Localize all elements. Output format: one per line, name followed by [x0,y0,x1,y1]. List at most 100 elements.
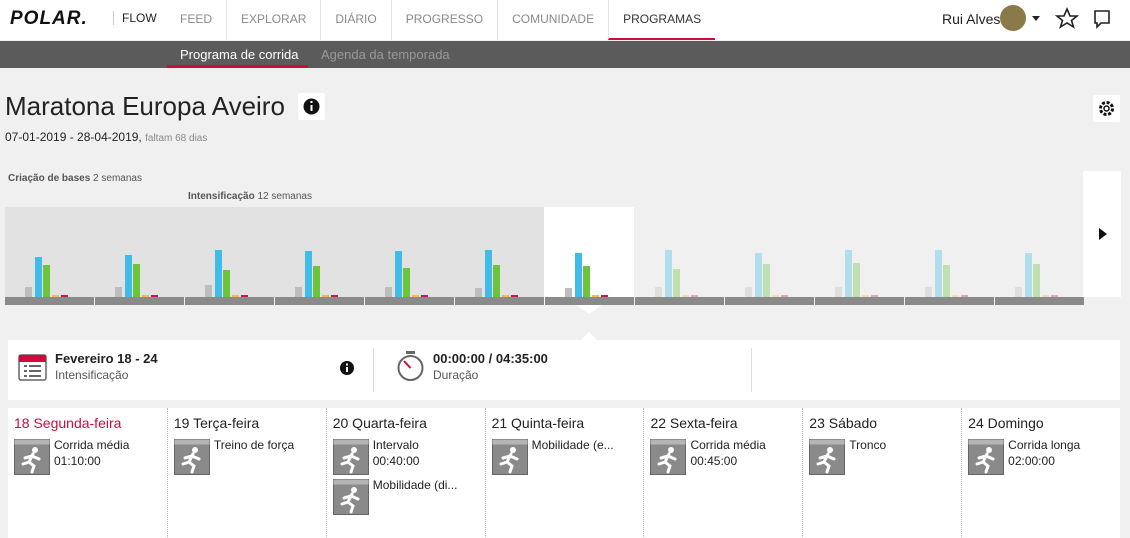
session[interactable]: Intervalo 00:40:00 [332,438,479,475]
bar [655,287,662,297]
stopwatch-icon [397,351,424,381]
figure-head [986,447,993,453]
subnav-item[interactable]: Agenda da temporada [321,47,450,62]
week-baseline [995,297,1084,305]
time-label: Duração [433,368,479,382]
session-text: Mobilidade (e... [532,437,614,475]
bar [745,287,752,297]
bar [575,253,582,297]
bar [781,295,788,297]
icon-top [968,439,1004,445]
week[interactable] [745,253,788,297]
calendar-icon [18,354,47,381]
session-name: Treino de força [213,438,295,452]
phase: Criação de bases 2 semanas [8,173,142,184]
figure [657,452,677,474]
star-icon[interactable] [1054,6,1080,29]
session[interactable]: Corrida média 00:45:00 [650,438,796,475]
session[interactable]: Corrida longa 02:00:00 [968,438,1114,475]
session-name: Intervalo [372,438,419,452]
week[interactable] [475,250,518,297]
gear-icon [1099,101,1114,116]
bar [665,250,672,297]
subnav-item[interactable]: Programa de corrida [180,47,299,62]
week-phase: Intensificação [55,368,129,382]
bar [961,295,968,297]
day: 20 Quarta-feira Intervalo 00:40:00 Mobilida… [325,408,485,538]
week[interactable] [205,250,248,297]
bar [925,287,932,297]
session-duration: 02:00:00 [1008,454,1055,468]
figure [340,492,360,514]
week[interactable] [295,251,338,297]
logo[interactable]: POLAR. [10,8,88,29]
week[interactable] [1015,253,1058,297]
day-label: 19 Terça-feira [173,415,260,431]
icon-top [650,439,686,445]
figure [975,452,995,474]
nav-item[interactable]: EXPLORAR [226,0,320,40]
bar [871,295,878,297]
bar [232,295,239,297]
session-icon [650,439,687,475]
week[interactable] [565,253,608,297]
caret[interactable] [1032,16,1040,21]
nav-item[interactable]: DIÁRIO [320,0,390,40]
bar [295,287,302,297]
user-name[interactable]: Rui Alves [942,11,1001,27]
week[interactable] [115,255,158,297]
session[interactable]: Treino de força [173,438,320,475]
figure-head [827,447,834,453]
week-baseline [185,297,274,305]
phase-duration: 12 semanas [257,191,312,202]
phase-duration: 2 semanas [93,173,142,184]
nav-item[interactable]: PROGRESSO [390,0,497,40]
week-baseline [635,297,724,305]
session-name: Corrida média [54,438,130,452]
nav-item[interactable]: COMUNIDADE [497,0,608,40]
day-label: 22 Sexta-feira [650,415,738,431]
bar [395,251,402,297]
week[interactable] [655,250,698,297]
session[interactable]: Corrida média 01:10:00 [14,437,161,475]
icon-top [14,439,50,445]
avatar[interactable] [1000,5,1026,31]
bar [412,295,419,297]
remaining: faltam 68 dias [145,133,208,144]
bar [592,295,599,297]
settings-button[interactable] [1093,95,1120,122]
session-duration: 00:45:00 [690,454,738,468]
sub-nav [0,41,1130,68]
session[interactable]: Mobilidade (di... [332,478,479,515]
selected-pointer [576,305,602,314]
session-text: Corrida média 01:10:00 [54,437,129,475]
session[interactable]: Mobilidade (e... [491,437,638,475]
info-icon[interactable] [340,360,356,376]
week-dates: Fevereiro 18 - 24 [55,351,158,366]
bar [115,287,122,297]
session-icon [809,439,846,475]
session[interactable]: Tronco [809,438,955,475]
program-title: Maratona Europa Aveiro [5,91,285,121]
nav-item[interactable]: PROGRAMAS [608,0,716,40]
day: 22 Sexta-feira Corrida média 00:45:00 [643,408,802,538]
week[interactable] [25,257,68,297]
chat-icon[interactable] [1094,10,1110,29]
week[interactable] [385,251,428,297]
bar [25,287,32,297]
bar [943,265,950,297]
bar [583,266,590,297]
top-nav [0,0,1130,40]
day-label: 21 Quinta-feira [491,415,585,431]
bar [223,270,230,297]
week[interactable] [835,250,878,297]
nav-item[interactable]: FEED [180,12,213,26]
session-icon [491,439,528,475]
bar [601,295,608,297]
week[interactable] [925,250,968,297]
next-arrow[interactable] [1099,228,1107,240]
bar [125,255,132,297]
bar [43,265,50,297]
nav-items: FEED EXPLORAR DIÁRIO PROGRESSO COMUNIDADE PRO… [166,0,716,40]
bar [35,257,42,297]
